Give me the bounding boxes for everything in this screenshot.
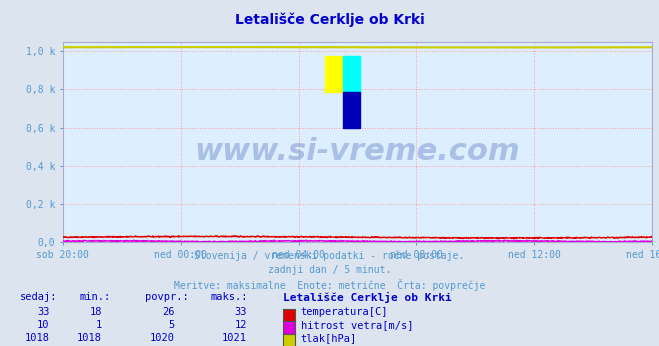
Text: sedaj:: sedaj: bbox=[20, 292, 57, 302]
Text: Meritve: maksimalne  Enote: metrične  Črta: povprečje: Meritve: maksimalne Enote: metrične Črta… bbox=[174, 279, 485, 291]
Text: 1020: 1020 bbox=[150, 333, 175, 343]
Text: 18: 18 bbox=[90, 307, 102, 317]
Text: 33: 33 bbox=[235, 307, 247, 317]
Text: www.si-vreme.com: www.si-vreme.com bbox=[194, 137, 521, 166]
Text: zadnji dan / 5 minut.: zadnji dan / 5 minut. bbox=[268, 265, 391, 275]
Text: hitrost vetra[m/s]: hitrost vetra[m/s] bbox=[301, 320, 413, 330]
Text: 1: 1 bbox=[96, 320, 102, 330]
Text: 1018: 1018 bbox=[77, 333, 102, 343]
Text: 5: 5 bbox=[169, 320, 175, 330]
Text: Letališče Cerklje ob Krki: Letališče Cerklje ob Krki bbox=[235, 12, 424, 27]
Text: 1021: 1021 bbox=[222, 333, 247, 343]
Text: temperatura[C]: temperatura[C] bbox=[301, 307, 388, 317]
Text: Letališče Cerklje ob Krki: Letališče Cerklje ob Krki bbox=[283, 292, 452, 303]
Bar bbox=[343, 56, 360, 92]
Bar bbox=[325, 56, 343, 92]
Text: 26: 26 bbox=[162, 307, 175, 317]
Text: povpr.:: povpr.: bbox=[145, 292, 188, 302]
Text: 1018: 1018 bbox=[24, 333, 49, 343]
Text: min.:: min.: bbox=[79, 292, 110, 302]
Bar bbox=[343, 92, 360, 128]
Text: 12: 12 bbox=[235, 320, 247, 330]
Text: tlak[hPa]: tlak[hPa] bbox=[301, 333, 357, 343]
Text: 10: 10 bbox=[37, 320, 49, 330]
Text: Slovenija / vremenski podatki - ročne postaje.: Slovenija / vremenski podatki - ročne po… bbox=[194, 251, 465, 261]
Text: maks.:: maks.: bbox=[211, 292, 248, 302]
Text: 33: 33 bbox=[37, 307, 49, 317]
